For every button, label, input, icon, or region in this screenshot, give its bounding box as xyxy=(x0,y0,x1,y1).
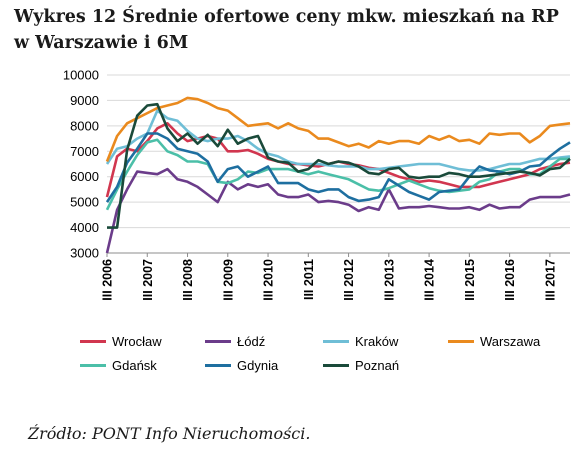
legend-item-łódź: Łódź xyxy=(205,333,265,349)
y-tick-label: 3000 xyxy=(70,246,99,261)
legend-label: Poznań xyxy=(355,357,400,373)
legend-swatch xyxy=(80,339,106,343)
y-axis-ticks: 3000 4000 5000 6000 7000 8000 9000 10000 xyxy=(63,68,99,261)
y-tick-label: 6000 xyxy=(70,169,99,184)
x-tick-label: III 2016 xyxy=(503,259,517,301)
x-tick-label: III 2006 xyxy=(101,259,115,301)
chart-title: Wykres 12 Średnie ofertowe ceny mkw. mie… xyxy=(14,7,559,53)
y-tick-label: 10000 xyxy=(63,68,99,83)
x-tick-label: III 2010 xyxy=(262,259,276,301)
series-line-poznań xyxy=(107,102,571,229)
legend-item-wrocław: Wrocław xyxy=(80,333,162,349)
x-axis-ticks: III 2006 III 2007 III 2008 III 2009 III 2010… xyxy=(101,253,557,301)
legend-item-kraków: Kraków xyxy=(323,333,398,349)
x-tick-label: III 2009 xyxy=(221,259,235,301)
legend-label: Gdańsk xyxy=(112,357,157,373)
source-note: Źródło: PONT Info Nieruchomości. xyxy=(28,424,311,443)
legend-item-poznań: Poznań xyxy=(323,357,399,373)
y-tick-label: 5000 xyxy=(70,195,99,210)
x-tick-label: III 2014 xyxy=(423,259,437,301)
legend-swatch xyxy=(323,363,349,367)
y-tick-label: 8000 xyxy=(70,118,99,133)
series-line-gdańsk xyxy=(105,138,570,211)
legend-label: Kraków xyxy=(355,333,399,349)
legend-label: Łódź xyxy=(237,333,266,349)
x-tick-label: III 2015 xyxy=(463,259,477,301)
legend: Wrocław Łódź Kraków Warszawa Gdańsk Gdynia Poz… xyxy=(0,325,581,375)
legend-swatch xyxy=(323,339,349,343)
line-chart: 3000 4000 5000 6000 7000 8000 9000 10000 III 20… xyxy=(63,68,571,301)
legend-item-warszawa: Warszawa xyxy=(448,333,540,349)
series-line-warszawa xyxy=(105,96,571,162)
legend-swatch xyxy=(205,339,231,343)
series-line-gdynia xyxy=(105,132,571,203)
series-line-łódź xyxy=(105,167,571,254)
y-tick-label: 7000 xyxy=(70,144,99,159)
x-tick-label: III 2008 xyxy=(181,259,195,301)
legend-item-gdańsk: Gdańsk xyxy=(80,357,157,373)
y-tick-label: 4000 xyxy=(70,220,99,235)
legend-swatch xyxy=(80,363,106,367)
legend-label: Wrocław xyxy=(112,333,162,349)
legend-label: Gdynia xyxy=(237,357,279,373)
y-tick-label: 9000 xyxy=(70,93,99,108)
grid-lines xyxy=(107,74,570,254)
x-tick-label: III 2011 xyxy=(302,259,316,300)
x-tick-label: III 2017 xyxy=(543,259,557,301)
x-tick-label: III 2007 xyxy=(141,259,155,301)
legend-swatch xyxy=(448,339,474,343)
series-lines xyxy=(105,96,571,254)
legend-item-gdynia: Gdynia xyxy=(205,357,278,373)
series-line-kraków xyxy=(105,109,571,172)
legend-swatch xyxy=(205,363,231,367)
x-tick-label: III 2012 xyxy=(342,259,356,301)
x-tick-label: III 2013 xyxy=(382,259,396,301)
legend-label: Warszawa xyxy=(480,333,541,349)
